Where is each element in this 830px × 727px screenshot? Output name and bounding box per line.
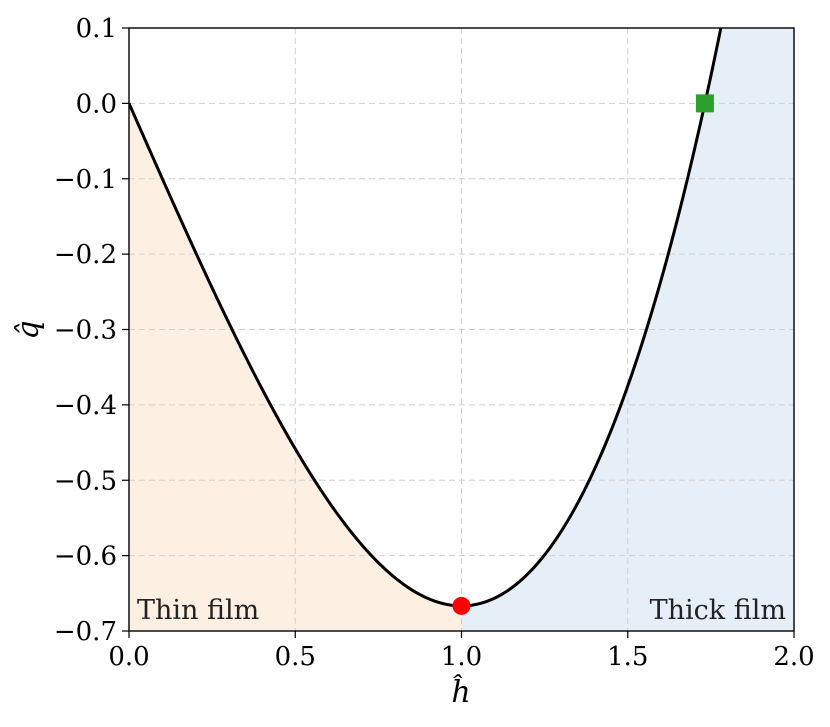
x-tick-label: 0.5 [275,642,316,672]
markers [452,94,714,615]
y-tick-label: −0.7 [54,617,117,647]
grid [129,28,794,631]
region-label-thick-film: Thick film [650,595,786,626]
y-tick-label: −0.6 [54,542,117,572]
y-tick-label: 0.0 [76,89,117,119]
region-label-thin-film: Thin film [137,595,259,626]
x-tick-label: 1.0 [441,642,482,672]
region-labels: Thin film Thick film [137,595,786,626]
x-axis-label: ĥ [451,674,470,710]
region-above-curve [461,28,721,606]
region-thin-film [129,103,462,631]
y-axis-label: q̂ [11,320,46,339]
y-tick-label: −0.5 [54,466,117,496]
series-line [129,28,723,608]
marker-root [695,94,714,113]
x-tick-label: 2.0 [773,642,814,672]
y-tick-label: −0.2 [54,240,117,270]
ticks: 0.0 0.5 1.0 1.5 2.0 0.1 0.0 −0.1 −0.2 −0.3 −0.4 −0.… [54,14,815,672]
x-tick-label: 1.5 [607,642,648,672]
y-tick-label: 0.1 [76,14,117,44]
y-tick-label: −0.1 [54,165,117,195]
y-tick-label: −0.3 [54,316,117,346]
marker-minimum [452,596,471,615]
curve [129,28,723,608]
x-tick-label: 0.0 [108,642,149,672]
y-tick-label: −0.4 [54,391,117,421]
